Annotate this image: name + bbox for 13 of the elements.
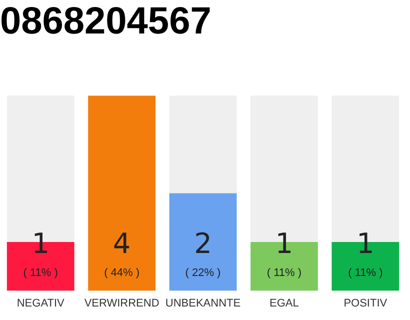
annotation: ( 11% ) [348, 266, 383, 279]
chart-title: 0868204567 [0, 0, 212, 42]
data-label: 2 [194, 227, 212, 260]
annotation: ( 11% ) [266, 266, 302, 279]
x-tick-label: NEGATIV [16, 297, 65, 310]
x-tick-label: POSITIV [344, 297, 388, 310]
annotation: ( 11% ) [23, 266, 58, 279]
x-tick-label: VERWIRREND [84, 297, 160, 310]
annotation: ( 22% ) [185, 266, 221, 279]
x-tick-label: UNBEKANNTE [165, 297, 241, 310]
x-tick-label: EGAL [270, 297, 299, 310]
annotation: ( 44% ) [104, 266, 140, 279]
data-label: 4 [112, 227, 131, 260]
